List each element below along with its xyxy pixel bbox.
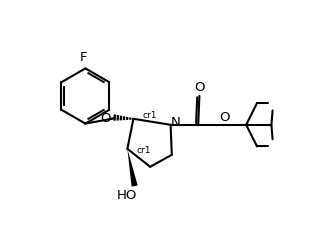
Text: O: O <box>194 81 205 94</box>
Text: O: O <box>100 112 111 125</box>
Text: N: N <box>171 116 181 129</box>
Text: HO: HO <box>117 189 137 202</box>
Polygon shape <box>128 149 138 186</box>
Text: F: F <box>80 51 87 64</box>
Text: cr1: cr1 <box>143 111 157 120</box>
Text: O: O <box>219 111 230 124</box>
Text: cr1: cr1 <box>137 146 151 155</box>
